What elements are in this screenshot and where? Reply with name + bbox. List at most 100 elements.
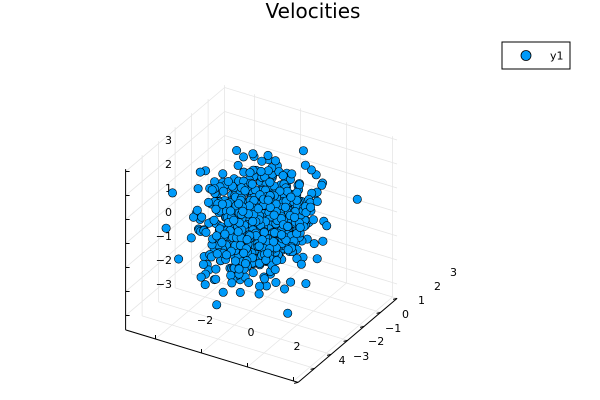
scatter-point (294, 180, 304, 190)
y-tick-label: 0 (402, 308, 409, 321)
scatter-point (242, 235, 252, 245)
scatter-point (269, 237, 279, 247)
scatter-point (232, 146, 242, 156)
scatter-point (204, 197, 214, 207)
scatter-point (198, 259, 208, 269)
x-tick-label: 0 (248, 326, 255, 339)
z-tick-label: −3 (156, 278, 172, 291)
y-tick-label: 2 (434, 280, 441, 293)
y-tick-label: −3 (353, 350, 369, 363)
scatter-point (212, 300, 222, 310)
scatter-point (201, 227, 211, 237)
scatter-point (257, 156, 267, 166)
y-tick-mark (343, 339, 348, 342)
scatter-point (318, 236, 328, 246)
scatter-point (244, 278, 254, 288)
scatter-point (247, 179, 257, 189)
z-tick-label: 2 (165, 158, 172, 171)
grid-line (141, 315, 315, 369)
scatter-point (211, 204, 221, 214)
z-tick-label: 3 (165, 134, 172, 147)
scatter-point (209, 215, 219, 225)
scatter-point (300, 160, 310, 170)
scatter-point (259, 227, 269, 237)
scatter-point (212, 249, 222, 259)
scatter-point (234, 199, 244, 209)
scatter-point (270, 265, 280, 275)
scatter-point (168, 188, 178, 198)
scatter-point (255, 281, 265, 291)
scatter-point (283, 222, 293, 232)
scatter-point (352, 194, 362, 204)
x-tick-label: 4 (339, 354, 346, 367)
y-tick-label: −2 (368, 335, 384, 348)
scatter-point (192, 205, 202, 215)
scatter-point (245, 168, 255, 178)
scatter-point (253, 204, 263, 214)
scatter-point (218, 287, 228, 297)
z-tick-label: −2 (156, 254, 172, 267)
grid-line (191, 273, 365, 327)
legend-marker (520, 50, 532, 61)
x-tick-labels: −2 0 2 4 (197, 314, 346, 367)
grid-line (224, 87, 398, 141)
scatter-point (295, 222, 305, 232)
x-axis-line (125, 329, 299, 383)
z-tick-labels: −3 −2 −1 0 1 2 3 (156, 134, 172, 291)
scatter-point (287, 169, 297, 179)
scatter-point (248, 217, 258, 227)
scatter-point (263, 195, 273, 205)
scatter-point (271, 277, 281, 287)
axis-lines (125, 169, 398, 384)
scatter-point (233, 160, 243, 170)
scatter-point (248, 149, 258, 159)
scatter-point (200, 280, 210, 290)
z-tick-label: 1 (165, 182, 172, 195)
y-tick-mark (359, 325, 365, 328)
scatter-point (283, 245, 293, 255)
scatter-point (219, 186, 229, 196)
scatter-point (254, 241, 264, 251)
y-tick-mark (293, 381, 299, 384)
scatter-point (234, 264, 244, 274)
scatter-point (217, 238, 227, 248)
scatter-point (306, 165, 316, 175)
scatter-point (223, 177, 233, 187)
grid-line (174, 287, 348, 341)
scatter-point (230, 256, 240, 266)
y-tick-label: −1 (385, 322, 401, 335)
scatter-point (280, 202, 290, 212)
scatter-point (254, 289, 264, 299)
scatter-point (278, 171, 288, 181)
scatter-point (212, 231, 222, 241)
grid-line (224, 111, 398, 165)
scatter-point (306, 202, 316, 212)
scatter-point (296, 259, 306, 269)
scatter-point (286, 192, 296, 202)
scatter-point (226, 206, 236, 216)
x-tick-label: 2 (294, 340, 301, 353)
scatter-point (286, 277, 296, 287)
scatter-point (276, 230, 286, 240)
grid-line (224, 135, 398, 189)
scatter-point (226, 270, 236, 280)
scatter-point (197, 212, 207, 222)
grid-line (125, 111, 225, 196)
scatter-point (235, 287, 245, 297)
grid-line (125, 87, 225, 172)
scatter-point (239, 152, 249, 162)
y-tick-labels: −3 −2 −1 0 1 2 3 (353, 266, 457, 363)
scatter-point (309, 239, 319, 249)
scatter-point (195, 167, 205, 177)
y-tick-mark (392, 297, 398, 300)
data-points (161, 146, 362, 318)
scatter-point (161, 223, 171, 233)
scatter-point (301, 279, 311, 289)
y-tick-mark (376, 311, 381, 314)
scatter-point (186, 233, 196, 243)
y-tick-label: 3 (450, 266, 457, 279)
scatter-point (233, 227, 243, 237)
chart-title: Velocities (266, 0, 361, 23)
y-tick-mark (310, 367, 315, 370)
